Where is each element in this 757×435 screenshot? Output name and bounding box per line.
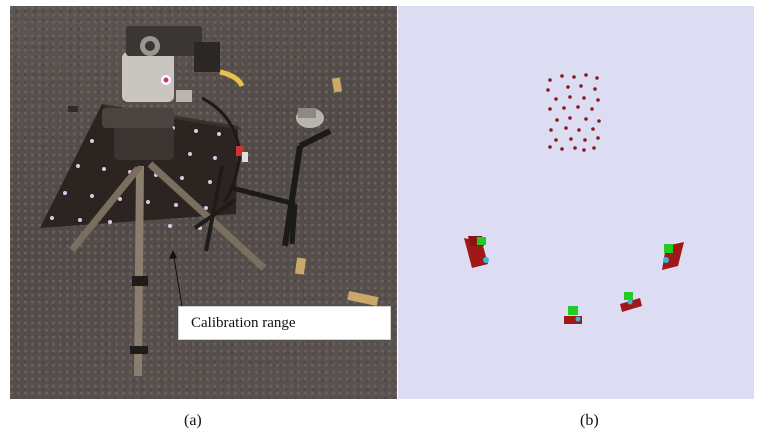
photo-illustration — [40, 26, 379, 377]
calibration-range-label: Calibration range — [191, 315, 296, 331]
panel-b-label: (b) — [580, 412, 599, 429]
render-illustration — [464, 73, 684, 324]
reconstruction-render — [398, 6, 754, 399]
calibration-points — [546, 73, 601, 152]
camera-bottom-center — [564, 306, 582, 324]
camera-left — [464, 236, 489, 268]
camera-bottom-right — [620, 292, 642, 312]
callout-arrow — [169, 250, 183, 307]
calibration-range-callout: Calibration range — [178, 306, 391, 340]
calibration-photo: Calibration range — [10, 6, 397, 399]
panel-a-label: (a) — [184, 412, 202, 429]
camera-right — [662, 242, 684, 270]
